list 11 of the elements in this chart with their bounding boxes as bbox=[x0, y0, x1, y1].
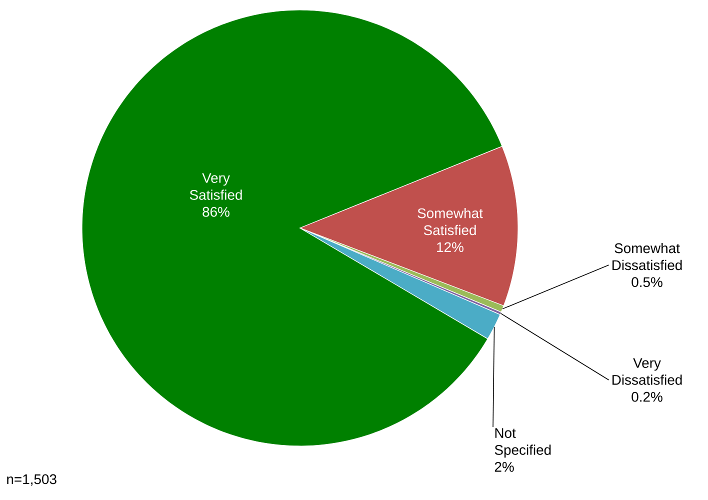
slice-label: Not Specified bbox=[494, 428, 551, 458]
slice-label: Very Dissatisfied bbox=[612, 358, 682, 385]
slice-label: Very Satisfied bbox=[190, 173, 242, 200]
data-label: 12% bbox=[437, 242, 464, 252]
data-label: 0.5% bbox=[632, 277, 662, 288]
slice-label: Somewhat Satisfied bbox=[418, 208, 483, 236]
slice-label: Somewhat Dissatisfied bbox=[612, 242, 682, 270]
data-label: 2% bbox=[494, 462, 514, 472]
data-label: 0.2% bbox=[632, 392, 662, 402]
text: n=1,503 bbox=[7, 474, 56, 486]
data-label: 86% bbox=[202, 206, 230, 217]
